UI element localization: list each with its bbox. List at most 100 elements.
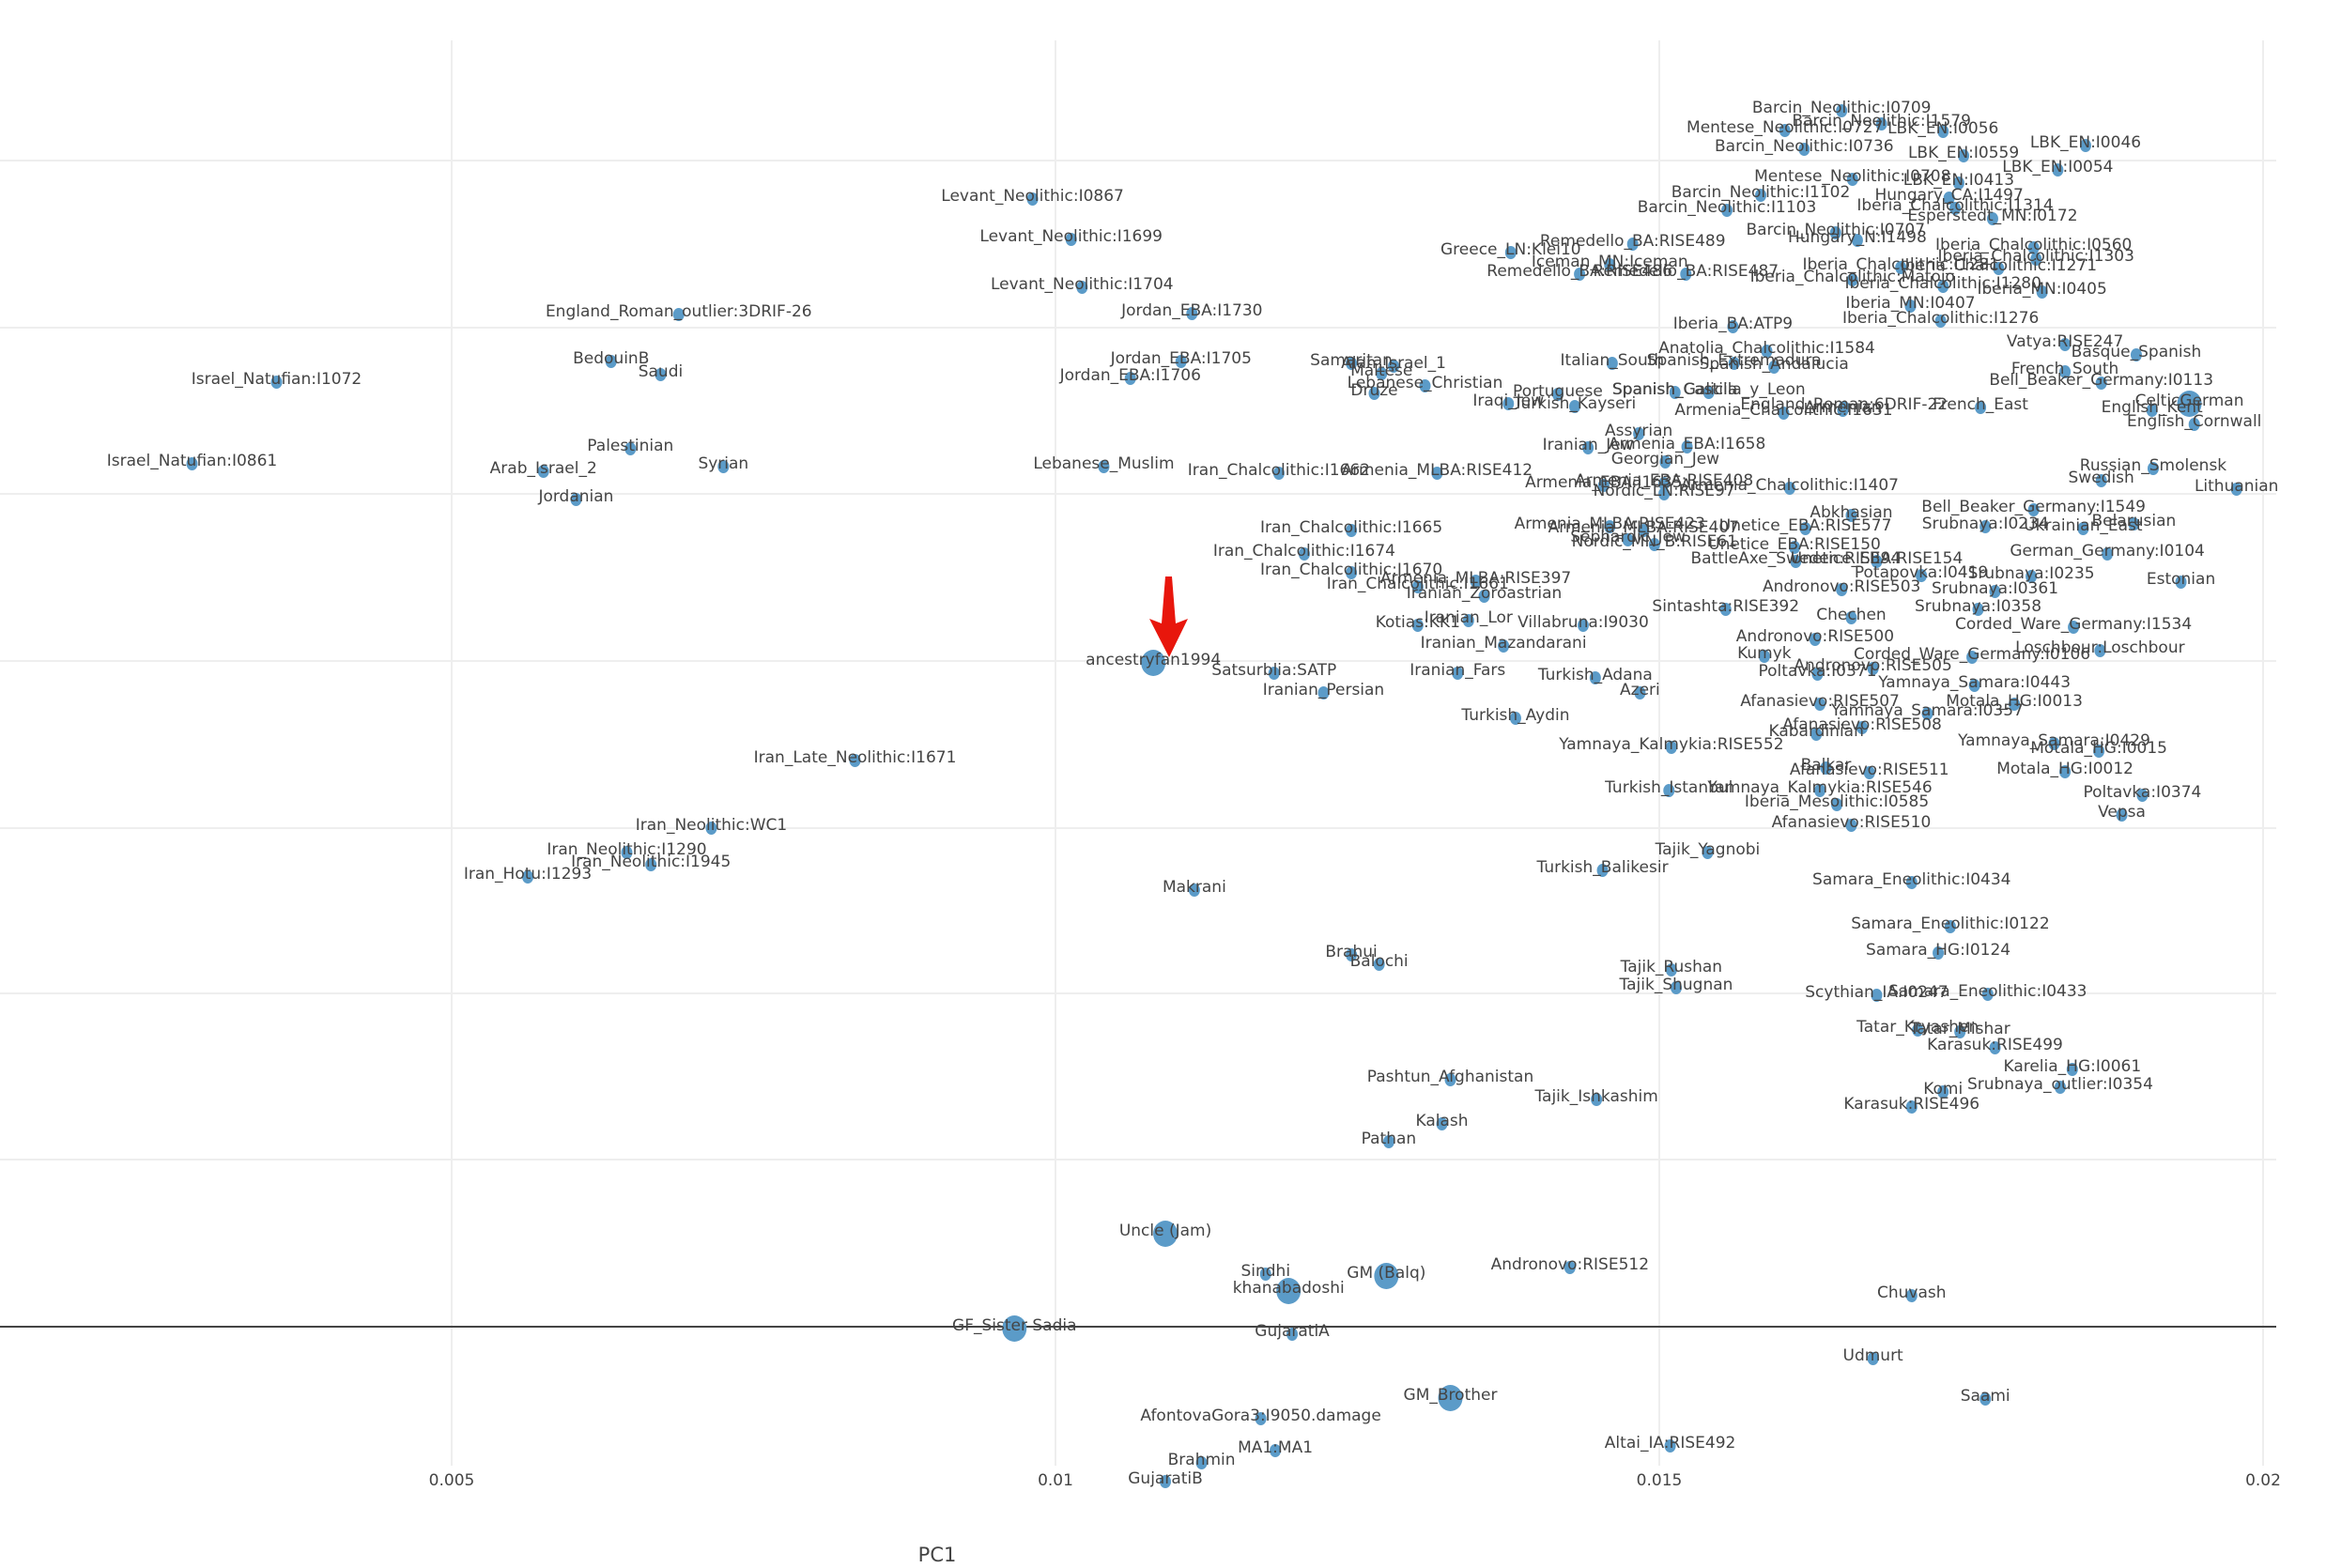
data-point-marker[interactable] [1837, 404, 1849, 417]
data-point-marker[interactable] [2052, 163, 2064, 177]
data-point-marker[interactable] [1989, 1041, 2001, 1054]
data-point-marker[interactable] [1577, 619, 1589, 632]
data-point-marker[interactable] [1845, 611, 1857, 624]
data-point-marker[interactable] [2059, 765, 2072, 778]
data-point-marker[interactable] [1431, 467, 1443, 480]
data-point-marker[interactable] [2102, 547, 2114, 561]
data-point-marker[interactable] [1382, 1135, 1394, 1148]
data-point-marker[interactable] [1702, 846, 1714, 859]
data-point-marker[interactable] [1153, 1221, 1178, 1247]
data-point-marker[interactable] [1845, 509, 1857, 522]
data-point-marker[interactable] [186, 457, 198, 470]
data-point-marker[interactable] [672, 308, 685, 321]
data-point-marker[interactable] [1904, 300, 1917, 313]
data-point-marker[interactable] [1871, 989, 1883, 1002]
data-point-marker[interactable] [1916, 569, 1928, 582]
data-point-marker[interactable] [1845, 819, 1857, 832]
data-point-marker[interactable] [1411, 619, 1424, 632]
data-point-marker[interactable] [1954, 1025, 1966, 1038]
data-point-marker[interactable] [645, 858, 657, 871]
data-point-marker[interactable] [1255, 1412, 1267, 1425]
data-point-marker[interactable] [1065, 233, 1077, 246]
data-point-marker[interactable] [1871, 555, 1883, 568]
data-point-marker[interactable] [1779, 124, 1791, 137]
data-point-marker[interactable] [1098, 460, 1110, 473]
data-point-marker[interactable] [1504, 246, 1517, 259]
data-point-marker[interactable] [2059, 365, 2072, 378]
data-point-marker[interactable] [1863, 766, 1875, 779]
data-point-marker[interactable] [1124, 372, 1136, 385]
data-point-marker[interactable] [1452, 667, 1464, 680]
data-point-marker[interactable] [1665, 963, 1677, 976]
data-point-marker[interactable] [1836, 104, 1848, 117]
data-point-marker[interactable] [1934, 315, 1947, 328]
data-point-marker[interactable] [1376, 367, 1388, 380]
data-point-marker[interactable] [1346, 357, 1358, 370]
data-point-marker[interactable] [1478, 590, 1490, 603]
data-point-marker[interactable] [2146, 404, 2158, 417]
data-point-marker[interactable] [1975, 401, 1987, 414]
data-point-marker[interactable] [1809, 633, 1821, 646]
data-point-marker[interactable] [2027, 241, 2040, 254]
data-point-marker[interactable] [1981, 988, 1994, 1001]
data-point-marker[interactable] [1702, 386, 1715, 399]
data-point-marker[interactable] [1564, 1261, 1576, 1274]
data-point-marker[interactable] [621, 846, 633, 859]
data-point-marker[interactable] [1388, 360, 1400, 373]
data-point-marker[interactable] [1846, 173, 1858, 186]
data-point-marker[interactable] [1972, 603, 1984, 616]
data-point-marker[interactable] [705, 822, 717, 835]
data-point-marker[interactable] [1814, 784, 1826, 797]
data-point-marker[interactable] [1638, 524, 1650, 537]
data-point-marker[interactable] [1368, 387, 1380, 400]
data-point-marker[interactable] [1799, 522, 1811, 535]
data-point-marker[interactable] [849, 754, 861, 767]
data-point-marker[interactable] [1346, 566, 1358, 579]
data-point-marker[interactable] [1798, 143, 1810, 156]
data-point-marker[interactable] [1727, 320, 1739, 333]
data-point-marker[interactable] [1952, 177, 1964, 190]
data-point-marker[interactable] [1175, 355, 1187, 368]
data-point-marker[interactable] [1966, 651, 1979, 664]
data-point-marker[interactable] [1634, 686, 1646, 699]
data-point-marker[interactable] [1195, 1456, 1208, 1469]
data-point-marker[interactable] [1943, 192, 1955, 205]
data-point-marker[interactable] [1968, 679, 1980, 692]
data-point-marker[interactable] [1186, 307, 1198, 320]
data-point-marker[interactable] [2077, 522, 2089, 535]
data-point-marker[interactable] [1836, 583, 1848, 596]
data-point-marker[interactable] [1438, 1385, 1463, 1411]
data-point-marker[interactable] [1768, 361, 1780, 374]
data-point-marker[interactable] [1664, 1439, 1676, 1453]
data-point-marker[interactable] [2175, 576, 2187, 589]
data-point-marker[interactable] [270, 376, 283, 389]
data-point-marker[interactable] [1671, 981, 1683, 994]
data-point-marker[interactable] [1317, 686, 1330, 699]
data-point-marker[interactable] [1912, 1023, 1924, 1037]
data-point-marker[interactable] [1604, 520, 1616, 533]
data-point-marker[interactable] [1419, 379, 1431, 392]
data-point-marker[interactable] [1648, 538, 1660, 551]
data-point-marker[interactable] [1436, 1117, 1448, 1130]
data-point-marker[interactable] [1568, 400, 1580, 413]
data-point-marker[interactable] [2128, 517, 2140, 530]
data-point-marker[interactable] [1681, 440, 1693, 453]
data-point-marker[interactable] [1831, 798, 1843, 811]
data-point-marker[interactable] [1993, 262, 2005, 275]
data-point-marker[interactable] [1259, 1268, 1271, 1281]
data-point-marker[interactable] [1905, 1289, 1918, 1302]
data-point-marker[interactable] [1810, 728, 1823, 741]
data-point-marker[interactable] [1002, 1315, 1027, 1342]
data-point-marker[interactable] [1374, 1263, 1399, 1289]
data-point-marker[interactable] [1937, 1085, 1949, 1099]
data-point-marker[interactable] [2094, 644, 2106, 657]
data-point-marker[interactable] [1867, 1352, 1879, 1365]
data-point-marker[interactable] [2009, 698, 2021, 711]
data-point-marker[interactable] [1814, 698, 1826, 711]
data-point-marker[interactable] [1658, 477, 1671, 490]
data-point-marker[interactable] [1591, 1093, 1603, 1106]
data-point-marker[interactable] [1268, 667, 1280, 680]
data-point-marker[interactable] [2130, 348, 2142, 361]
data-point-marker[interactable] [1272, 467, 1285, 480]
data-point-marker[interactable] [1820, 761, 1832, 775]
